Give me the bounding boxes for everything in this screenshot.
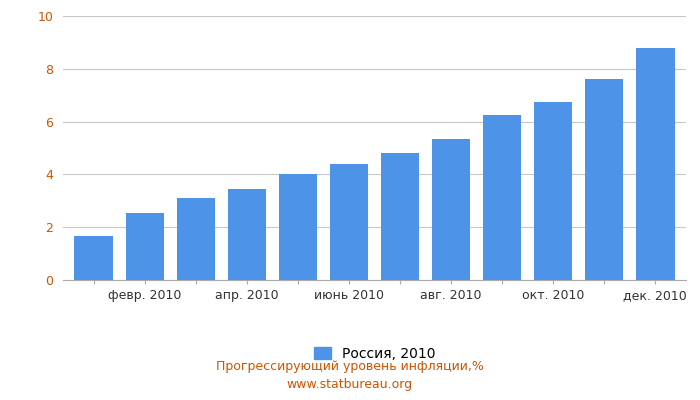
Bar bbox=[534, 102, 573, 280]
Legend: Россия, 2010: Россия, 2010 bbox=[307, 340, 442, 368]
Bar bbox=[176, 198, 215, 280]
Text: Прогрессирующий уровень инфляции,%: Прогрессирующий уровень инфляции,% bbox=[216, 360, 484, 373]
Text: www.statbureau.org: www.statbureau.org bbox=[287, 378, 413, 391]
Bar bbox=[330, 164, 368, 280]
Bar bbox=[279, 174, 317, 280]
Bar bbox=[483, 115, 522, 280]
Bar bbox=[125, 213, 164, 280]
Bar bbox=[228, 189, 266, 280]
Bar bbox=[636, 48, 675, 280]
Bar bbox=[432, 139, 470, 280]
Bar bbox=[585, 79, 624, 280]
Bar bbox=[381, 153, 419, 280]
Bar bbox=[74, 236, 113, 280]
